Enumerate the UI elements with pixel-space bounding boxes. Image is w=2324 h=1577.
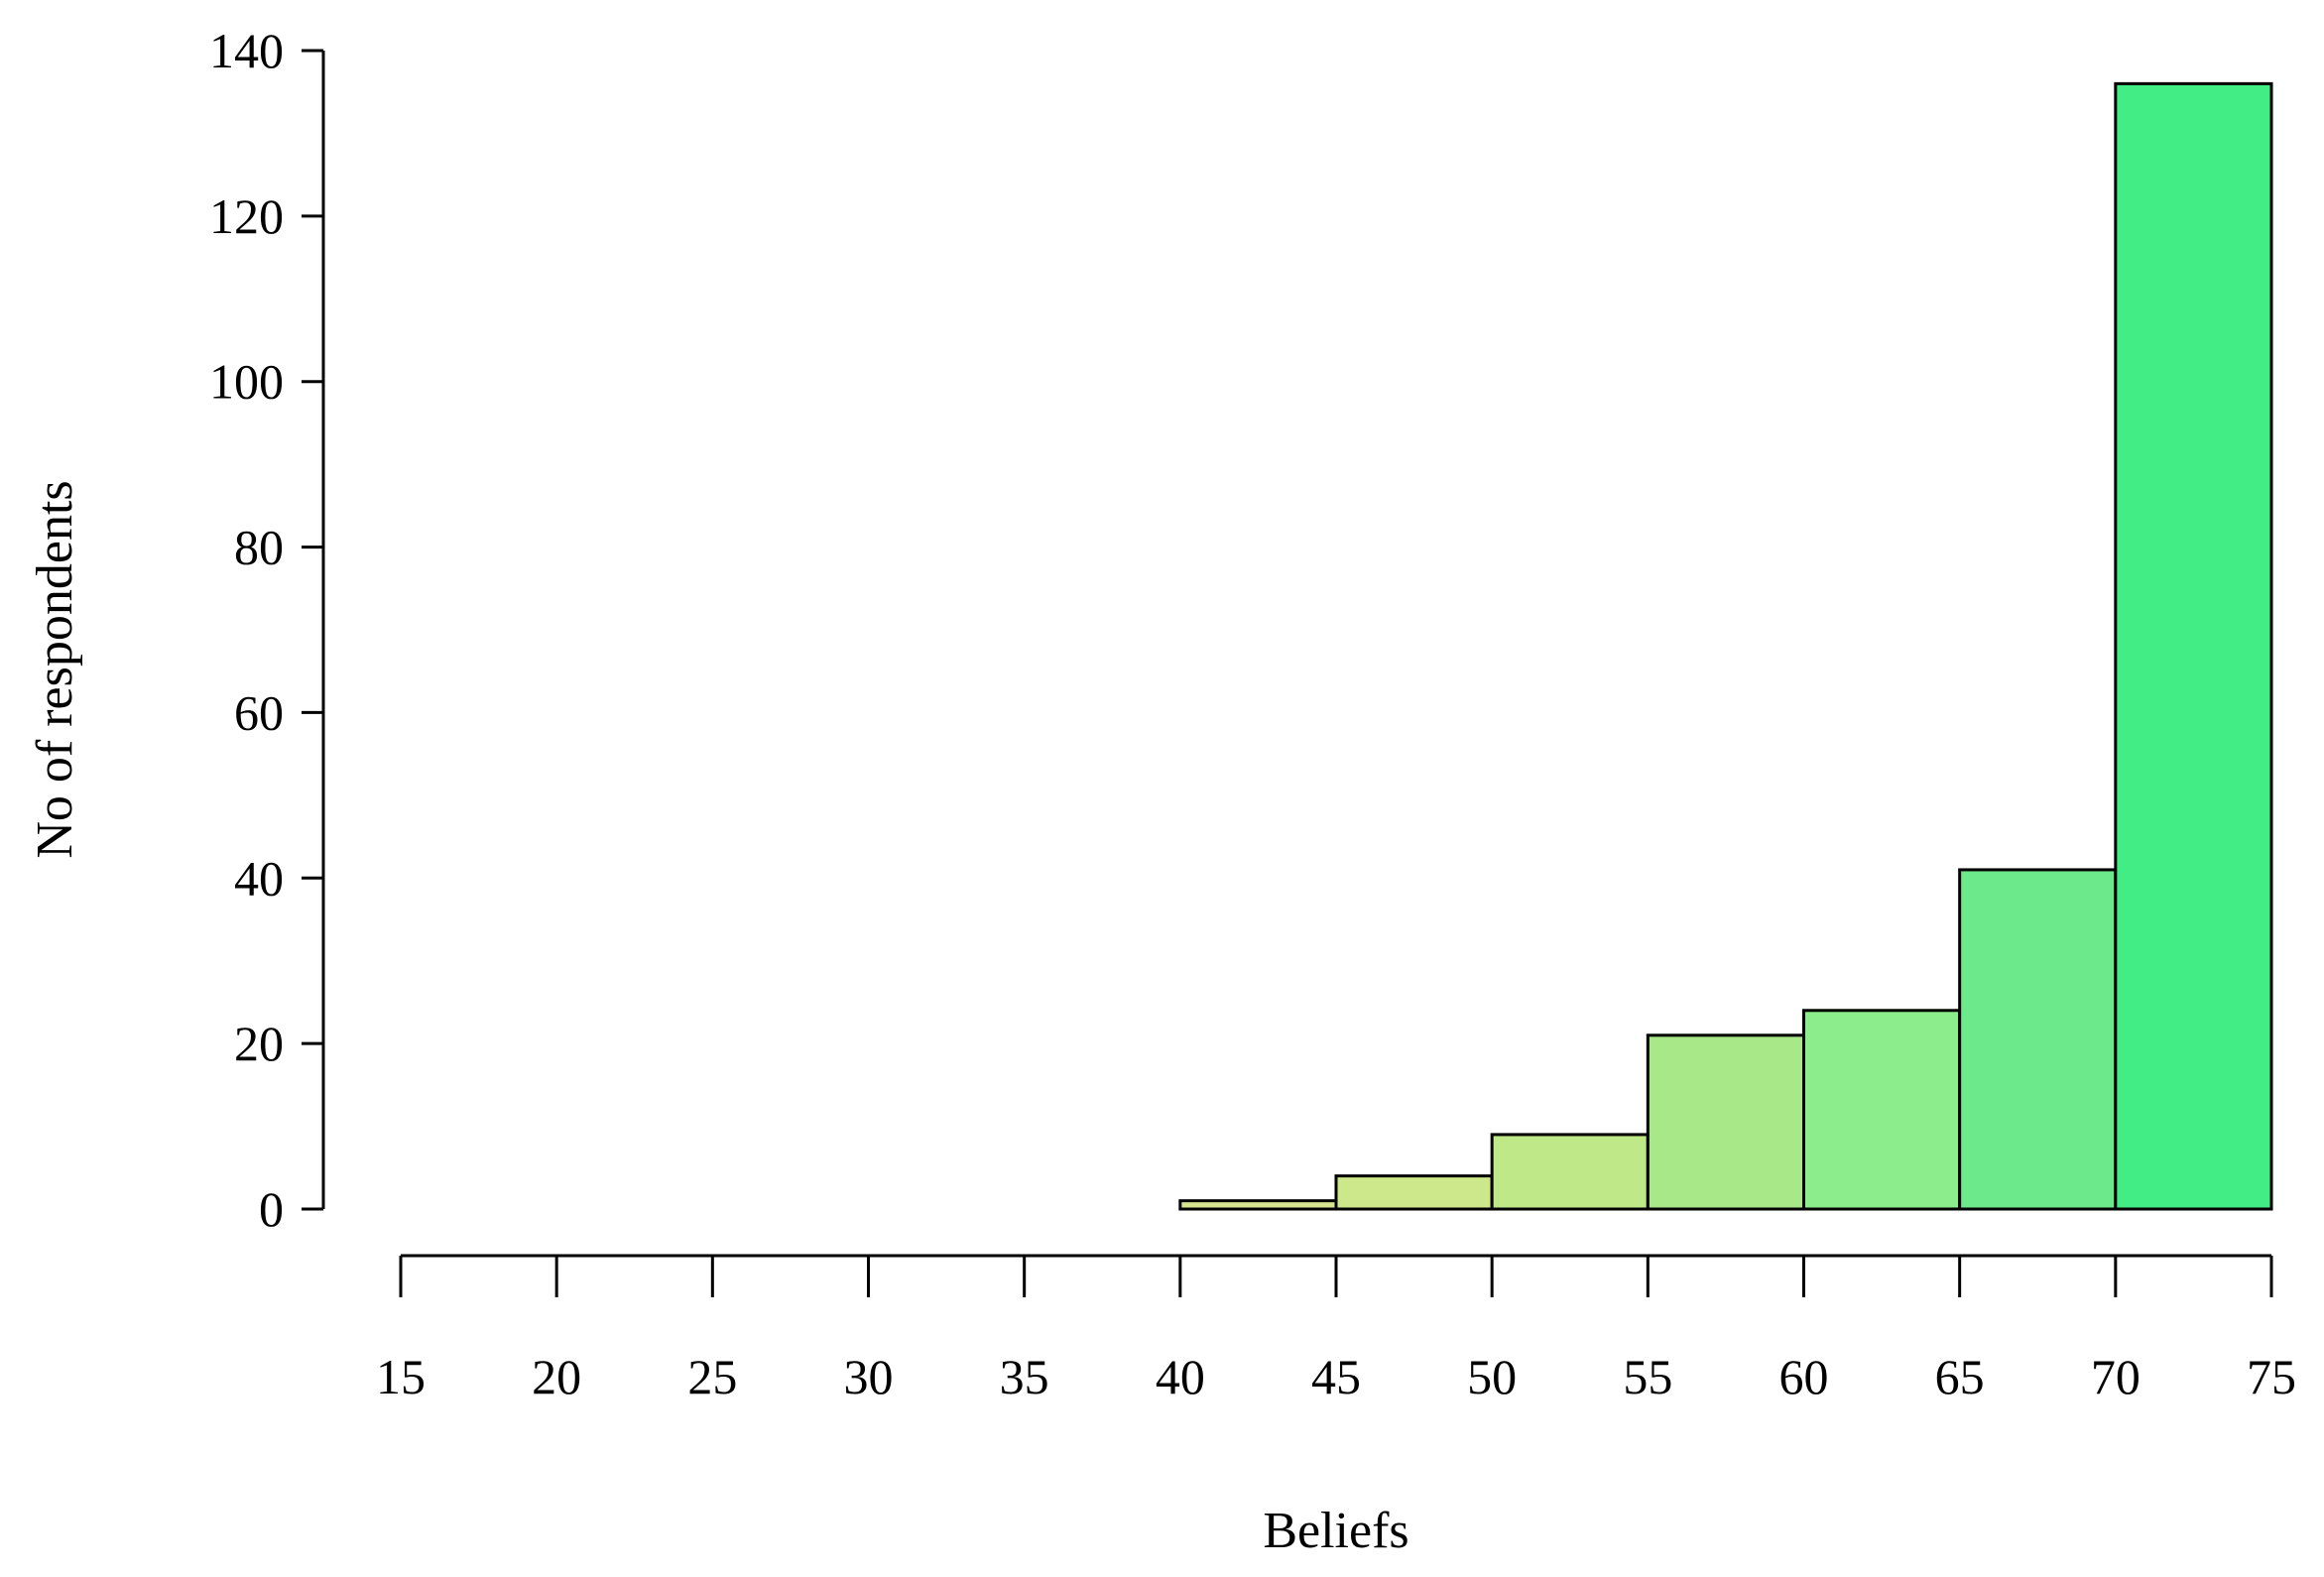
- x-tick-label: 55: [1623, 1349, 1672, 1404]
- bar-65-70: [1958, 868, 2118, 1211]
- x-axis-title: Beliefs: [1263, 1503, 1408, 1559]
- bars-group: [1178, 81, 2273, 1211]
- bar-45-50: [1334, 1174, 1494, 1211]
- x-tick-label: 20: [532, 1349, 581, 1404]
- bar-70-75: [2114, 81, 2273, 1211]
- y-tick-label: 120: [209, 188, 284, 244]
- bar-60-65: [1802, 1009, 1962, 1211]
- y-tick-label: 60: [234, 684, 284, 740]
- bar-50-55: [1490, 1133, 1650, 1211]
- x-tick-label: 50: [1467, 1349, 1517, 1404]
- y-tick-label: 140: [209, 23, 284, 78]
- x-tick-label: 30: [844, 1349, 894, 1404]
- x-tick-label: 25: [687, 1349, 737, 1404]
- y-axis-title: No of respondents: [27, 480, 83, 858]
- x-tick-label: 65: [1935, 1349, 1985, 1404]
- x-tick-label: 40: [1156, 1349, 1205, 1404]
- x-axis: 15 20 25 30 35 40 45 50 55 60 65 70 75: [376, 1254, 2296, 1404]
- bar-55-60: [1646, 1033, 1806, 1211]
- y-tick-label: 40: [234, 850, 284, 906]
- bar-40-45: [1178, 1199, 1338, 1211]
- x-tick-label: 60: [1779, 1349, 1829, 1404]
- y-axis: 0 20 40 60 80 100 120 140: [209, 23, 325, 1237]
- x-tick-label: 15: [376, 1349, 426, 1404]
- y-tick-label: 20: [234, 1016, 284, 1071]
- x-tick-label: 45: [1311, 1349, 1361, 1404]
- y-tick-label: 0: [259, 1181, 284, 1237]
- x-tick-label: 70: [2091, 1349, 2141, 1404]
- y-tick-label: 80: [234, 520, 284, 575]
- y-tick-label: 100: [209, 354, 284, 410]
- x-tick-label: 75: [2247, 1349, 2296, 1404]
- x-tick-label: 35: [1000, 1349, 1049, 1404]
